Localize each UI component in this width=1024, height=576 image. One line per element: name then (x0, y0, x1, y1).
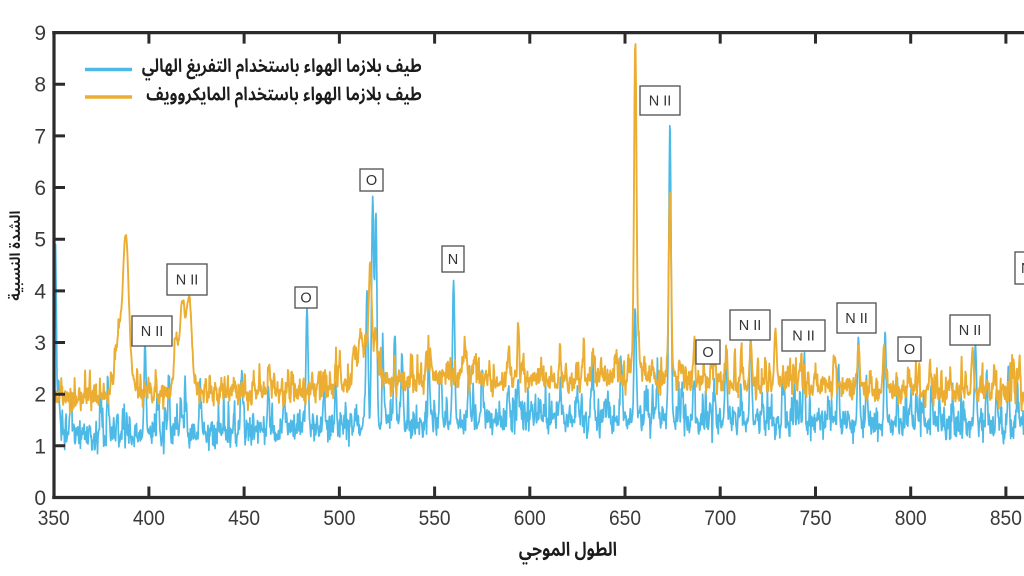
svg-text:5: 5 (34, 229, 46, 252)
svg-text:800: 800 (895, 507, 927, 530)
svg-text:450: 450 (228, 507, 260, 530)
svg-text:O: O (366, 173, 377, 189)
svg-text:350: 350 (38, 507, 70, 530)
svg-text:N II: N II (649, 94, 672, 110)
svg-text:N II: N II (141, 324, 164, 340)
svg-text:400: 400 (133, 507, 165, 530)
svg-text:O: O (702, 345, 713, 361)
svg-text:9: 9 (34, 22, 46, 45)
svg-text:500: 500 (323, 507, 355, 530)
svg-text:850: 850 (990, 507, 1022, 530)
svg-text:6: 6 (34, 177, 46, 200)
svg-text:550: 550 (419, 507, 451, 530)
svg-text:N II: N II (845, 311, 868, 327)
svg-text:2: 2 (34, 384, 46, 407)
svg-text:3: 3 (34, 332, 46, 355)
svg-text:N: N (1021, 261, 1024, 277)
svg-text:750: 750 (800, 507, 832, 530)
svg-text:0: 0 (34, 487, 46, 510)
svg-text:N II: N II (739, 318, 762, 334)
svg-text:N II: N II (792, 329, 815, 345)
svg-text:N II: N II (959, 323, 982, 339)
svg-text:O: O (904, 342, 915, 358)
svg-text:8: 8 (34, 74, 46, 97)
svg-text:700: 700 (704, 507, 736, 530)
svg-text:7: 7 (34, 125, 46, 148)
svg-text:4: 4 (34, 280, 46, 303)
svg-text:O: O (300, 291, 311, 307)
svg-text:600: 600 (514, 507, 546, 530)
svg-text:650: 650 (609, 507, 641, 530)
svg-text:N II: N II (176, 273, 199, 289)
svg-text:N: N (448, 252, 458, 268)
svg-text:1: 1 (34, 435, 46, 458)
